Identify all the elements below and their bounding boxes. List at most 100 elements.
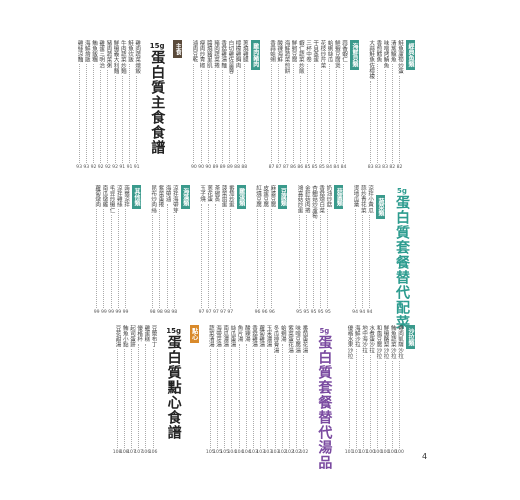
entry-page: 102 [299, 450, 309, 455]
leader [313, 220, 314, 308]
toc-entry: 茶碗蒸 97 [212, 185, 219, 315]
toc-entry: 水煮蛋沙拉 100 [366, 325, 375, 455]
entry-page: 91 [119, 165, 126, 170]
entry-page: 88 [241, 165, 248, 170]
entry-title: 雞絲涼麵 [76, 40, 83, 63]
entry-title: 鮮蝦酪梨沙拉 [382, 325, 389, 359]
leader [327, 209, 329, 308]
entry-page: 94 [366, 310, 373, 315]
entry-page: 102 [285, 450, 294, 455]
entry-page: 84 [333, 165, 340, 170]
entry-page: 106 [141, 450, 151, 455]
entry-title: 香菇雞湯麵 [220, 40, 227, 68]
leader [245, 343, 247, 448]
entry-title: 和風豆腐沙拉 [375, 325, 382, 359]
toc-entry: 蒜香蝦仁 84 [340, 40, 347, 170]
entry-page: 95 [324, 310, 331, 315]
toc-entry: 豬肉蔬菜粥 92 [104, 40, 111, 170]
toc-entry: 鮪魚小點 108 [119, 325, 129, 455]
leader [303, 355, 305, 448]
toc-entry: 牛肉蔬菜炒麵 91 [119, 40, 126, 170]
leader [131, 349, 132, 448]
entry-title: 花枝炒芹菜 [319, 40, 326, 68]
entry-title: 番茄炒蛋 [227, 185, 234, 208]
entry-title: 冬瓜排骨湯 [272, 325, 279, 353]
entry-page: 83 [382, 165, 389, 170]
leader [335, 70, 337, 163]
heading-title: 蛋白質套餐替代湯品 [316, 335, 333, 470]
leader [399, 75, 400, 163]
entry-title: 皮蛋豆腐 [262, 185, 269, 208]
toc-entry: 花枝炒芹菜 85 [318, 40, 325, 170]
leader [103, 209, 105, 308]
toc-entry: 干貝蒸蛋 85 [311, 40, 318, 170]
toc-entry: 絲瓜蛋湯 104 [228, 325, 237, 455]
entry-title: 三杯中卷 [305, 40, 311, 63]
leader [343, 64, 344, 163]
toc-entry: 味噌烤鯖魚 83 [382, 40, 389, 170]
entry-title: 海鮮沙拉 [353, 325, 360, 348]
entry-title: 香蒜蛤蜊 [269, 40, 275, 63]
entry-title: 鮮蚵豆腐 [290, 40, 297, 63]
entry-page: 87 [282, 165, 289, 170]
entry-page: 96 [268, 310, 275, 315]
leader [136, 75, 138, 163]
entry-title: 南瓜濃湯 [222, 325, 229, 348]
toc-entry: 豆花甜湯 108 [113, 325, 122, 455]
entry-page: 95 [296, 310, 303, 315]
leader [229, 209, 231, 308]
section-tab: 雞蛋類 [236, 185, 246, 209]
entry-page: 98 [164, 310, 171, 315]
leader [100, 70, 102, 163]
leader [296, 355, 298, 448]
entry-page: 105 [220, 450, 230, 455]
entry-title: 酸辣湯 [243, 325, 250, 342]
toc-entry: 蛤蜊絲瓜 84 [326, 40, 332, 170]
entry-page: 97 [205, 310, 212, 315]
toc-entry: 蘿蔔雞湯 103 [256, 325, 265, 455]
entry-title: 豆漿布丁 [150, 325, 157, 348]
entry-title: 雞蛋三明治 [98, 40, 105, 68]
leader [377, 360, 379, 448]
heading-small: 15g [149, 42, 165, 50]
toc-entry: 蔬菜清湯 105 [206, 325, 215, 455]
toc-entry: 紫菜蛋花湯 102 [285, 325, 294, 455]
toc-entry: 酸辣湯 104 [241, 325, 251, 455]
toc-entry: 冬瓜排骨湯 103 [271, 325, 280, 455]
entry-title: 鮪魚飯糰 [91, 40, 97, 63]
section-tab: 豆腐類 [278, 185, 288, 209]
heading-small: 5g [397, 187, 407, 195]
entry-page: 108 [119, 450, 129, 455]
leader [384, 70, 386, 163]
toc-entry: 奶油炒菇 95 [324, 185, 331, 315]
leader [257, 209, 258, 308]
toc-entry: 金針菇肉捲 95 [303, 185, 309, 315]
entry-page: 99 [122, 310, 129, 315]
entry-title: 絲瓜蛋湯 [229, 325, 236, 348]
entry-title: 南瓜燉雞 [101, 185, 108, 208]
leader [200, 70, 202, 163]
entry-title: 毛豆炒蝦仁 [108, 185, 115, 213]
entry-page: 90 [205, 165, 212, 170]
toc-entry: 涼拌雞絲 99 [115, 185, 121, 315]
entry-page: 104 [241, 450, 251, 455]
entry-title: 涼拌海帶芽 [171, 185, 178, 213]
toc-entry: 鮮蝦義大利麵 92 [112, 40, 118, 170]
toc-entry: 燙地瓜葉 94 [352, 185, 358, 315]
toc-entry: 玉米濃湯 103 [264, 325, 273, 455]
toc-entry: 蒜炒青花菜 94 [359, 185, 365, 315]
leader [354, 209, 356, 308]
entry-title: 蘿蔔雞湯 [258, 325, 265, 348]
entry-page: 91 [133, 165, 140, 170]
section-tab: 經典魚類 [406, 40, 415, 70]
leader [121, 75, 123, 163]
entry-page: 88 [234, 165, 241, 170]
leader [231, 349, 233, 448]
toc-entry: 鮮蚵豆腐 86 [290, 40, 297, 170]
entry-title: 玉子燒 [199, 185, 205, 202]
entry-title: 雞肉凱薩沙拉 [397, 325, 403, 359]
leader [96, 209, 98, 308]
toc-entry: 雞蛋糕 106 [141, 325, 151, 455]
toc-entry: 毛豆炒蝦仁 99 [108, 185, 115, 315]
toc-entry: 海鮮燴飯 93 [83, 40, 89, 170]
